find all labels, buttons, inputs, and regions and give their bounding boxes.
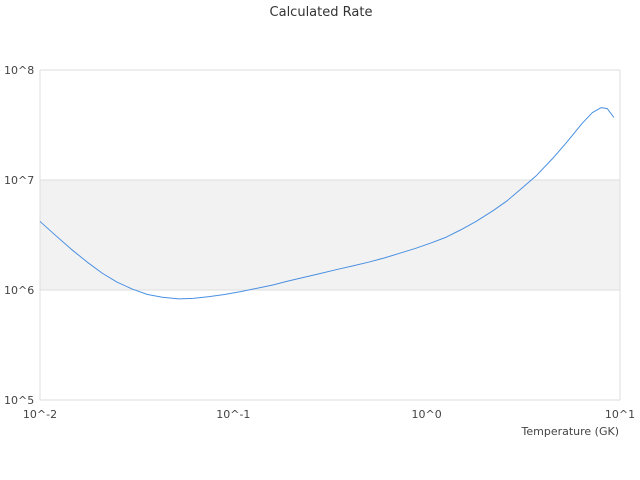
chart-title: Calculated Rate [270, 5, 373, 20]
shaded-band [40, 180, 620, 290]
x-tick-label: 10^0 [412, 408, 442, 421]
x-tick-label: 10^1 [605, 408, 635, 421]
x-tick-label: 10^-1 [216, 408, 250, 421]
y-tick-label: 10^8 [4, 64, 34, 77]
series-line-0 [39, 107, 615, 300]
x-axis-ticks: 10^-2 10^-1 10^0 10^1 [23, 408, 635, 421]
y-tick-label: 10^5 [4, 394, 34, 407]
plot-area [39, 69, 621, 401]
x-tick-label: 10^-2 [23, 408, 57, 421]
y-tick-label: 10^6 [4, 284, 34, 297]
y-axis-ticks: 10^5 10^6 10^7 10^8 [4, 64, 34, 407]
y-tick-label: 10^7 [4, 174, 34, 187]
x-axis-title: Temperature (GK) [521, 425, 620, 438]
